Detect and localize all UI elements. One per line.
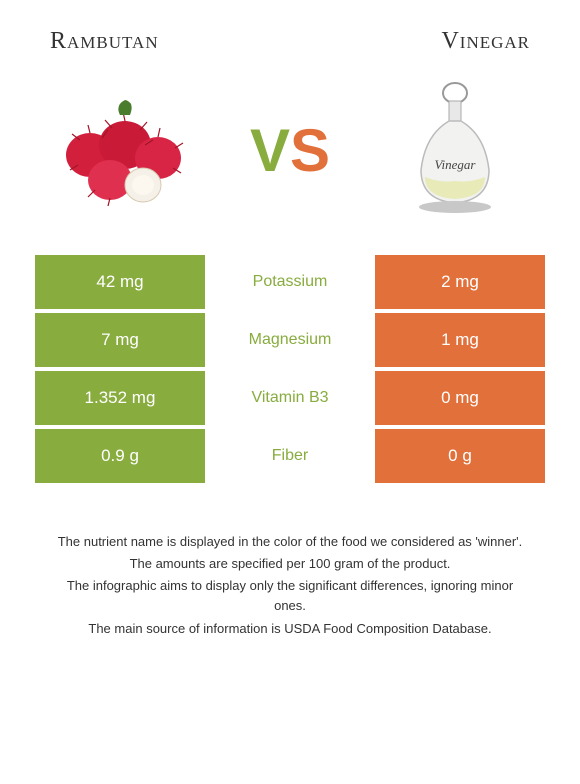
footer-line: The amounts are specified per 100 gram o… xyxy=(50,554,530,574)
svg-text:Vinegar: Vinegar xyxy=(435,157,477,172)
left-value: 7 mg xyxy=(35,313,205,367)
table-row: 7 mg Magnesium 1 mg xyxy=(35,313,545,367)
header-row: Rambutan Vinegar xyxy=(0,0,580,55)
table-row: 42 mg Potassium 2 mg xyxy=(35,255,545,309)
nutrient-name: Vitamin B3 xyxy=(205,371,375,425)
right-value: 0 g xyxy=(375,429,545,483)
table-row: 1.352 mg Vitamin B3 0 mg xyxy=(35,371,545,425)
left-title: Rambutan xyxy=(50,28,159,55)
right-value: 0 mg xyxy=(375,371,545,425)
right-value: 2 mg xyxy=(375,255,545,309)
table-row: 0.9 g Fiber 0 g xyxy=(35,429,545,483)
images-row: VS Vinegar xyxy=(0,55,580,255)
footer-notes: The nutrient name is displayed in the co… xyxy=(0,487,580,639)
footer-line: The main source of information is USDA F… xyxy=(50,619,530,639)
footer-line: The infographic aims to display only the… xyxy=(50,576,530,616)
nutrient-name: Magnesium xyxy=(205,313,375,367)
vs-label: VS xyxy=(250,116,330,185)
left-value: 42 mg xyxy=(35,255,205,309)
rambutan-image xyxy=(50,85,200,215)
nutrient-name: Potassium xyxy=(205,255,375,309)
right-value: 1 mg xyxy=(375,313,545,367)
vs-s: S xyxy=(290,117,330,184)
right-title: Vinegar xyxy=(441,28,530,55)
footer-line: The nutrient name is displayed in the co… xyxy=(50,532,530,552)
nutrient-table: 42 mg Potassium 2 mg 7 mg Magnesium 1 mg… xyxy=(0,255,580,483)
vs-v: V xyxy=(250,117,290,184)
left-value: 0.9 g xyxy=(35,429,205,483)
vinegar-image: Vinegar xyxy=(380,85,530,215)
left-value: 1.352 mg xyxy=(35,371,205,425)
nutrient-name: Fiber xyxy=(205,429,375,483)
